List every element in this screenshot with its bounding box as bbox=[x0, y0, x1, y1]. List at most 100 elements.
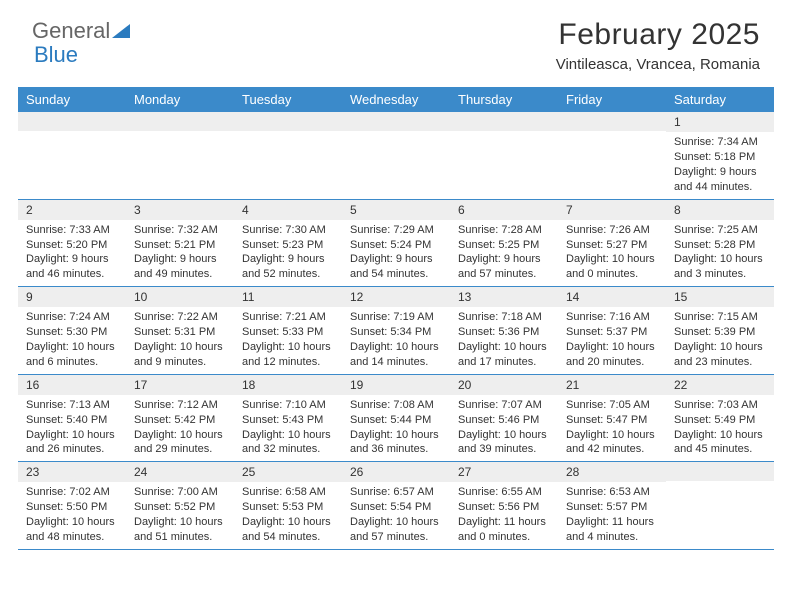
daylight-text: Daylight: 10 hours and 26 minutes. bbox=[26, 428, 118, 458]
day-cell: 4Sunrise: 7:30 AMSunset: 5:23 PMDaylight… bbox=[234, 200, 342, 287]
day-cell: 18Sunrise: 7:10 AMSunset: 5:43 PMDayligh… bbox=[234, 375, 342, 462]
sunset-text: Sunset: 5:24 PM bbox=[350, 238, 442, 253]
day-cell: 5 Sunrise: 7:29 AMSunset: 5:24 PMDaylight… bbox=[342, 200, 450, 287]
day-number: 5 bbox=[342, 200, 450, 220]
day-detail: Sunrise: 7:16 AMSunset: 5:37 PMDaylight:… bbox=[558, 310, 666, 369]
day-number: 2 bbox=[18, 200, 126, 220]
weekday-header: Tuesday bbox=[234, 87, 342, 112]
sunrise-text: Sunrise: 6:57 AM bbox=[350, 485, 442, 500]
day-detail: Sunrise: 7:29 AMSunset: 5:24 PMDaylight:… bbox=[342, 223, 450, 282]
daylight-text: Daylight: 10 hours and 32 minutes. bbox=[242, 428, 334, 458]
sunset-text: Sunset: 5:28 PM bbox=[674, 238, 766, 253]
day-number: 1 bbox=[666, 112, 774, 132]
sunrise-text: Sunrise: 7:18 AM bbox=[458, 310, 550, 325]
sunset-text: Sunset: 5:46 PM bbox=[458, 413, 550, 428]
day-detail: Sunrise: 7:10 AMSunset: 5:43 PMDaylight:… bbox=[234, 398, 342, 457]
day-cell: 10Sunrise: 7:22 AMSunset: 5:31 PMDayligh… bbox=[126, 287, 234, 374]
sunrise-text: Sunrise: 7:13 AM bbox=[26, 398, 118, 413]
sunrise-text: Sunrise: 7:07 AM bbox=[458, 398, 550, 413]
sunset-text: Sunset: 5:18 PM bbox=[674, 150, 766, 165]
daylight-text: Daylight: 10 hours and 6 minutes. bbox=[26, 340, 118, 370]
sunset-text: Sunset: 5:33 PM bbox=[242, 325, 334, 340]
day-cell: 14 Sunrise: 7:16 AMSunset: 5:37 PMDayligh… bbox=[558, 287, 666, 374]
sunset-text: Sunset: 5:42 PM bbox=[134, 413, 226, 428]
sunrise-text: Sunrise: 7:22 AM bbox=[134, 310, 226, 325]
day-detail: Sunrise: 6:55 AMSunset: 5:56 PMDaylight:… bbox=[450, 485, 558, 544]
sunset-text: Sunset: 5:47 PM bbox=[566, 413, 658, 428]
day-detail: Sunrise: 7:12 AMSunset: 5:42 PMDaylight:… bbox=[126, 398, 234, 457]
day-number: 13 bbox=[450, 287, 558, 307]
sunset-text: Sunset: 5:34 PM bbox=[350, 325, 442, 340]
sunset-text: Sunset: 5:44 PM bbox=[350, 413, 442, 428]
daylight-text: Daylight: 9 hours and 54 minutes. bbox=[350, 252, 442, 282]
day-number: 24 bbox=[126, 462, 234, 482]
day-number bbox=[342, 112, 450, 131]
day-detail: Sunrise: 7:26 AMSunset: 5:27 PMDaylight:… bbox=[558, 223, 666, 282]
day-cell: 24Sunrise: 7:00 AMSunset: 5:52 PMDayligh… bbox=[126, 462, 234, 549]
calendar-grid: Sunday Monday Tuesday Wednesday Thursday… bbox=[18, 87, 774, 550]
sunrise-text: Sunrise: 7:21 AM bbox=[242, 310, 334, 325]
day-detail: Sunrise: 6:57 AMSunset: 5:54 PMDaylight:… bbox=[342, 485, 450, 544]
week-row: 1Sunrise: 7:34 AMSunset: 5:18 PMDaylight… bbox=[18, 112, 774, 200]
sunset-text: Sunset: 5:37 PM bbox=[566, 325, 658, 340]
day-cell: 16Sunrise: 7:13 AMSunset: 5:40 PMDayligh… bbox=[18, 375, 126, 462]
day-number: 11 bbox=[234, 287, 342, 307]
sunset-text: Sunset: 5:52 PM bbox=[134, 500, 226, 515]
day-cell: 12Sunrise: 7:19 AMSunset: 5:34 PMDayligh… bbox=[342, 287, 450, 374]
brand-part1: General bbox=[32, 18, 110, 44]
day-detail: Sunrise: 7:33 AMSunset: 5:20 PMDaylight:… bbox=[18, 223, 126, 282]
daylight-text: Daylight: 10 hours and 0 minutes. bbox=[566, 252, 658, 282]
sunset-text: Sunset: 5:23 PM bbox=[242, 238, 334, 253]
sunset-text: Sunset: 5:27 PM bbox=[566, 238, 658, 253]
day-detail: Sunrise: 7:24 AMSunset: 5:30 PMDaylight:… bbox=[18, 310, 126, 369]
sunset-text: Sunset: 5:49 PM bbox=[674, 413, 766, 428]
day-detail: Sunrise: 7:15 AMSunset: 5:39 PMDaylight:… bbox=[666, 310, 774, 369]
day-cell: 8Sunrise: 7:25 AMSunset: 5:28 PMDaylight… bbox=[666, 200, 774, 287]
weekday-header: Friday bbox=[558, 87, 666, 112]
day-cell: 26 Sunrise: 6:57 AMSunset: 5:54 PMDayligh… bbox=[342, 462, 450, 549]
daylight-text: Daylight: 9 hours and 46 minutes. bbox=[26, 252, 118, 282]
sunrise-text: Sunrise: 7:24 AM bbox=[26, 310, 118, 325]
month-title: February 2025 bbox=[556, 18, 760, 52]
day-cell: 6Sunrise: 7:28 AMSunset: 5:25 PMDaylight… bbox=[450, 200, 558, 287]
day-number: 15 bbox=[666, 287, 774, 307]
sunrise-text: Sunrise: 7:26 AM bbox=[566, 223, 658, 238]
day-cell: 21Sunrise: 7:05 AMSunset: 5:47 PMDayligh… bbox=[558, 375, 666, 462]
sunset-text: Sunset: 5:54 PM bbox=[350, 500, 442, 515]
day-number: 26 bbox=[342, 462, 450, 482]
day-number: 14 bbox=[558, 287, 666, 307]
sunrise-text: Sunrise: 7:33 AM bbox=[26, 223, 118, 238]
sunrise-text: Sunrise: 6:55 AM bbox=[458, 485, 550, 500]
daylight-text: Daylight: 10 hours and 45 minutes. bbox=[674, 428, 766, 458]
weekday-header: Monday bbox=[126, 87, 234, 112]
sunrise-text: Sunrise: 7:05 AM bbox=[566, 398, 658, 413]
weekday-header: Wednesday bbox=[342, 87, 450, 112]
brand-logo: General bbox=[32, 18, 132, 44]
daylight-text: Daylight: 10 hours and 51 minutes. bbox=[134, 515, 226, 545]
daylight-text: Daylight: 10 hours and 29 minutes. bbox=[134, 428, 226, 458]
sunrise-text: Sunrise: 7:19 AM bbox=[350, 310, 442, 325]
daylight-text: Daylight: 9 hours and 52 minutes. bbox=[242, 252, 334, 282]
daylight-text: Daylight: 10 hours and 54 minutes. bbox=[242, 515, 334, 545]
sunrise-text: Sunrise: 7:12 AM bbox=[134, 398, 226, 413]
weekday-header: Saturday bbox=[666, 87, 774, 112]
sunrise-text: Sunrise: 6:58 AM bbox=[242, 485, 334, 500]
day-number: 22 bbox=[666, 375, 774, 395]
daylight-text: Daylight: 11 hours and 0 minutes. bbox=[458, 515, 550, 545]
weekday-header: Thursday bbox=[450, 87, 558, 112]
sunset-text: Sunset: 5:31 PM bbox=[134, 325, 226, 340]
day-number: 28 bbox=[558, 462, 666, 482]
daylight-text: Daylight: 9 hours and 49 minutes. bbox=[134, 252, 226, 282]
weekday-header-row: Sunday Monday Tuesday Wednesday Thursday… bbox=[18, 87, 774, 112]
daylight-text: Daylight: 10 hours and 14 minutes. bbox=[350, 340, 442, 370]
sunset-text: Sunset: 5:39 PM bbox=[674, 325, 766, 340]
day-number: 6 bbox=[450, 200, 558, 220]
day-cell: 27 Sunrise: 6:55 AMSunset: 5:56 PMDayligh… bbox=[450, 462, 558, 549]
sunrise-text: Sunrise: 7:28 AM bbox=[458, 223, 550, 238]
sunrise-text: Sunrise: 6:53 AM bbox=[566, 485, 658, 500]
day-number: 25 bbox=[234, 462, 342, 482]
daylight-text: Daylight: 10 hours and 20 minutes. bbox=[566, 340, 658, 370]
day-cell bbox=[666, 462, 774, 549]
day-number: 27 bbox=[450, 462, 558, 482]
day-detail: Sunrise: 7:25 AMSunset: 5:28 PMDaylight:… bbox=[666, 223, 774, 282]
